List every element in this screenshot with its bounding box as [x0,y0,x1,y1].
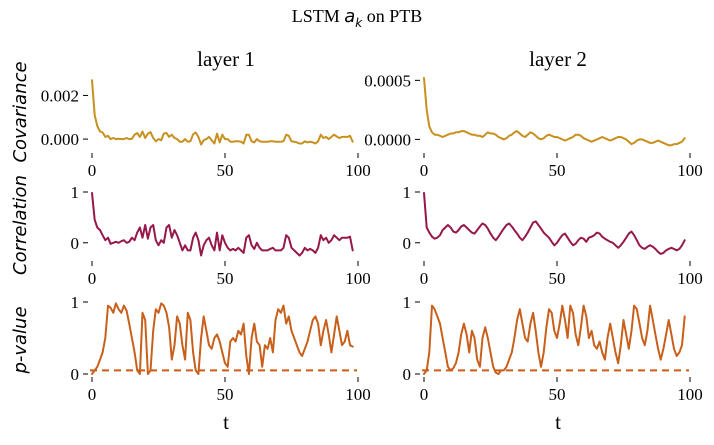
series-line-correlation-layer-1 [91,192,354,257]
y-tick-label-p-value-layer-2-1: 0 [403,365,412,384]
row-label-correlation: Correlation [10,175,31,275]
x-tick-label-covariance-layer-1-0: 0 [88,161,97,180]
subplot-covariance-layer-1: 0 50 100 0.002 0.000 [41,79,371,180]
y-tick-label-covariance-layer-1-0: 0.002 [41,86,79,105]
x-tick-label-correlation-layer-1-1: 50 [217,269,234,288]
figure-title-symbol: a [344,6,355,27]
subplot-covariance-layer-2: 0 50 100 0.0005 0.0000 [364,71,703,180]
y-tick-label-covariance-layer-2-0: 0.0005 [364,71,411,90]
figure-title-suffix: on PTB [362,6,422,26]
y-tick-label-correlation-layer-2-0: 1 [403,183,412,202]
x-tick-label-correlation-layer-1-0: 0 [88,269,97,288]
y-tick-label-p-value-layer-1-1: 0 [71,365,80,384]
series-line-correlation-layer-2 [423,192,686,255]
x-tick-label-p-value-layer-2-1: 50 [549,385,566,404]
x-tick-label-covariance-layer-1-1: 50 [217,161,234,180]
x-tick-label-correlation-layer-1-2: 100 [345,269,371,288]
row-label-p-value: p-value [10,306,31,374]
x-tick-label-covariance-layer-1-2: 100 [345,161,371,180]
column-title-layer-1: layer 1 [197,47,255,71]
series-line-p-value-layer-2 [423,304,686,375]
x-tick-label-correlation-layer-2-0: 0 [420,269,429,288]
x-tick-label-correlation-layer-2-1: 50 [549,269,566,288]
y-tick-label-covariance-layer-1-1: 0.000 [41,130,79,149]
subplot-correlation-layer-1: 0 50 100 1 0 [71,183,371,288]
x-tick-label-p-value-layer-2-0: 0 [420,385,429,404]
x-tick-label-correlation-layer-2-2: 100 [677,269,703,288]
x-axis-label-layer-2: t [555,410,561,434]
row-label-covariance: Covariance [10,61,31,162]
y-tick-label-p-value-layer-1-0: 1 [71,293,80,312]
x-tick-label-p-value-layer-2-2: 100 [677,385,703,404]
y-tick-label-correlation-layer-1-0: 1 [71,183,80,202]
x-tick-label-covariance-layer-2-2: 100 [677,161,703,180]
column-title-layer-2: layer 2 [529,47,587,71]
x-tick-label-covariance-layer-2-1: 50 [549,161,566,180]
x-tick-label-p-value-layer-1-2: 100 [345,385,371,404]
x-axis-label-layer-1: t [223,410,229,434]
series-line-p-value-layer-1 [91,302,354,375]
y-tick-label-p-value-layer-2-0: 1 [403,293,412,312]
series-line-covariance-layer-2 [423,77,686,147]
figure-title-prefix: LSTM [292,6,345,26]
y-tick-label-correlation-layer-1-1: 0 [71,234,80,253]
x-tick-label-p-value-layer-1-0: 0 [88,385,97,404]
y-tick-label-covariance-layer-2-1: 0.0000 [364,130,411,149]
subplot-correlation-layer-2: 0 50 100 1 0 [403,183,703,288]
x-tick-label-p-value-layer-1-1: 50 [217,385,234,404]
series-line-covariance-layer-1 [91,79,354,146]
subplot-p-value-layer-1: 0 50 100 1 0 [71,293,371,404]
figure-title-subscript: k [355,16,363,30]
figure-title: LSTM ak on PTB [292,6,423,30]
x-tick-label-covariance-layer-2-0: 0 [420,161,429,180]
y-tick-label-correlation-layer-2-1: 0 [403,234,412,253]
subplot-p-value-layer-2: 0 50 100 1 0 [403,293,703,404]
